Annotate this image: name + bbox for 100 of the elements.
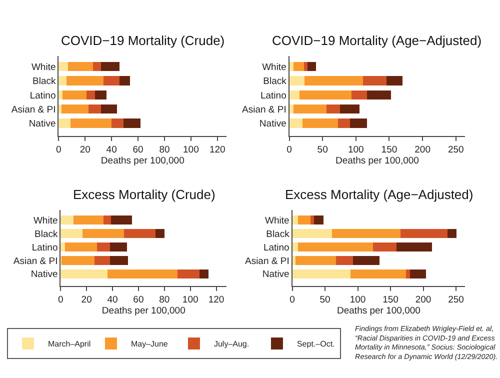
bar — [199, 270, 208, 278]
bar — [60, 216, 74, 224]
bar — [111, 216, 132, 224]
bar — [155, 229, 164, 238]
bar — [332, 229, 400, 238]
bar — [100, 62, 120, 72]
x-tick-label: 50 — [320, 294, 330, 306]
bar — [110, 242, 127, 252]
y-tick-label: Latino — [260, 90, 286, 102]
bar — [82, 229, 124, 238]
bar — [94, 256, 110, 265]
bar — [60, 242, 66, 252]
x-tick-label: 0 — [290, 294, 295, 306]
x-tick-label: 0 — [56, 144, 62, 156]
bar — [110, 256, 128, 265]
bar — [338, 118, 350, 128]
bar — [302, 118, 338, 128]
y-tick-label: White — [265, 215, 290, 226]
x-tick-label: 250 — [448, 144, 464, 156]
chart-title: COVID−19 Mortality (Age−Adjusted) — [272, 33, 482, 48]
y-tick-label: White — [31, 62, 56, 73]
bar — [386, 76, 403, 86]
bar — [367, 90, 392, 100]
y-tick-label: Latino — [30, 90, 56, 102]
bar — [292, 270, 351, 278]
bar — [61, 104, 88, 114]
x-axis-title: Deaths per 100,000 — [102, 306, 186, 317]
y-tick-label: Latino — [263, 242, 290, 254]
y-tick-label: Asian & PI — [242, 104, 286, 116]
bar — [314, 216, 324, 224]
bar — [120, 76, 130, 86]
chart-title: Excess Mortality (Crude) — [73, 187, 216, 202]
bar — [86, 90, 96, 100]
x-tick-label: 120 — [209, 144, 226, 156]
x-tick-label: 0 — [58, 294, 64, 306]
bar — [289, 104, 294, 114]
bar — [289, 118, 303, 128]
bar — [340, 104, 360, 114]
y-tick-label: Asian & PI — [11, 104, 56, 116]
y-tick-label: Asian & PI — [244, 256, 290, 267]
x-tick-label: 60 — [133, 294, 144, 306]
legend-label: Sept.–Oct. — [296, 340, 335, 349]
bar — [296, 256, 336, 265]
bar — [65, 242, 97, 252]
legend-label: March–April — [48, 340, 91, 349]
bar — [293, 62, 304, 72]
y-tick-label: Latino — [32, 242, 58, 254]
x-tick-label: 100 — [350, 294, 366, 306]
bar — [326, 104, 340, 114]
x-tick-label: 150 — [381, 144, 398, 156]
bar — [60, 270, 108, 278]
bar — [66, 76, 104, 86]
bar — [363, 76, 387, 86]
bar — [298, 242, 373, 252]
x-tick-label: 200 — [415, 294, 432, 306]
y-tick-label: Native — [259, 118, 286, 130]
legend-label: May–June — [130, 340, 168, 349]
bar — [410, 270, 426, 278]
x-tick-label: 20 — [81, 294, 92, 306]
bar — [74, 216, 104, 224]
x-tick-label: 100 — [183, 144, 199, 156]
bar — [304, 76, 364, 86]
bar — [123, 118, 141, 128]
bar — [124, 229, 156, 238]
bar — [58, 104, 62, 114]
bar — [396, 242, 432, 252]
x-axis-title: Deaths per 100,000 — [337, 306, 420, 317]
x-axis-title: Deaths per 100,000 — [100, 156, 184, 167]
bar — [96, 242, 110, 252]
x-tick-label: 80 — [159, 144, 170, 156]
y-tick-label: Black — [32, 76, 56, 88]
chart-title: Excess Mortality (Age−Adjusted) — [285, 187, 474, 202]
bar — [103, 216, 112, 224]
x-tick-label: 120 — [208, 294, 224, 306]
bar — [112, 118, 124, 128]
x-tick-label: 100 — [348, 144, 364, 156]
x-tick-label: 150 — [382, 294, 398, 306]
x-tick-label: 40 — [106, 144, 117, 156]
y-tick-label: White — [33, 215, 58, 226]
bar — [104, 76, 120, 86]
y-tick-label: Black — [263, 76, 287, 88]
bar — [292, 242, 298, 252]
x-tick-label: 250 — [448, 294, 464, 306]
chart-title: COVID−19 Mortality (Crude) — [61, 33, 225, 48]
bar — [292, 256, 296, 265]
bar — [289, 90, 300, 100]
bar — [58, 76, 67, 86]
bar — [350, 118, 368, 128]
x-tick-label: 20 — [80, 144, 90, 156]
bar — [68, 62, 94, 72]
bar — [292, 229, 332, 238]
bar — [93, 62, 101, 72]
bar — [448, 229, 457, 238]
bar — [406, 270, 410, 278]
bar — [304, 62, 308, 72]
bar — [107, 270, 178, 278]
bar — [400, 229, 448, 238]
bar — [62, 90, 86, 100]
bar — [100, 104, 117, 114]
x-axis-title: Deaths per 100,000 — [336, 156, 419, 167]
